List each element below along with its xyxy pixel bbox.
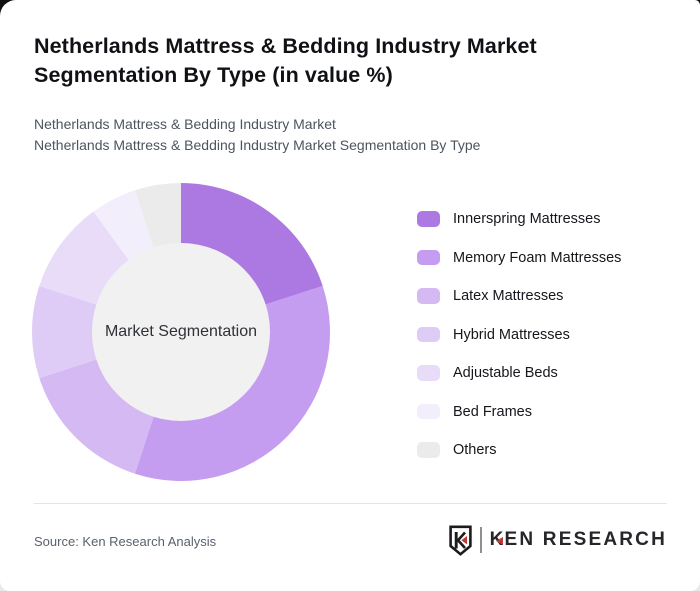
chart-legend: Innerspring Mattresses Memory Foam Mattr… [417, 211, 621, 481]
legend-item-latex-mattresses: Latex Mattresses [417, 288, 621, 304]
legend-swatch-hybrid [417, 326, 440, 343]
legend-label: Innerspring Mattresses [453, 211, 601, 227]
logo-red-triangle-icon [495, 537, 503, 545]
legend-item-innerspring-mattresses: Innerspring Mattresses [417, 211, 621, 227]
logo-separator [479, 527, 482, 553]
subtitle-line-2: Netherlands Mattress & Bedding Industry … [34, 137, 481, 153]
legend-label: Memory Foam Mattresses [453, 249, 622, 266]
chart-title: Netherlands Mattress & Bedding Industry … [34, 34, 537, 87]
ken-research-emblem-icon [448, 525, 472, 556]
donut-chart: Market Segmentation [31, 182, 331, 482]
footer-divider [34, 503, 667, 504]
legend-swatch-bed-frames [417, 403, 440, 420]
logo-brand-text: KEN RESEARCH [490, 529, 667, 551]
legend-swatch-latex [417, 288, 440, 304]
legend-swatch-adjustable-beds [417, 365, 440, 381]
subtitle-line-1: Netherlands Mattress & Bedding Industry … [34, 116, 336, 132]
legend-label: Bed Frames [453, 403, 532, 420]
legend-item-adjustable-beds: Adjustable Beds [417, 365, 621, 381]
legend-swatch-innerspring [417, 211, 440, 227]
legend-label: Others [453, 442, 497, 458]
legend-item-memory-foam-mattresses: Memory Foam Mattresses [417, 250, 621, 266]
legend-item-bed-frames: Bed Frames [417, 404, 621, 420]
legend-swatch-others [417, 442, 440, 458]
legend-swatch-memory-foam [417, 249, 440, 266]
logo-brand-rest: EN RESEARCH [504, 529, 667, 550]
legend-label: Hybrid Mattresses [453, 326, 570, 343]
chart-subtitles: Netherlands Mattress & Bedding Industry … [34, 114, 480, 156]
donut-svg [31, 183, 331, 482]
legend-label: Adjustable Beds [453, 365, 558, 381]
donut-hole [92, 243, 270, 421]
source-note: Source: Ken Research Analysis [34, 534, 217, 549]
legend-label: Latex Mattresses [453, 288, 564, 304]
legend-item-hybrid-mattresses: Hybrid Mattresses [417, 327, 621, 343]
ken-research-logo: KEN RESEARCH [448, 524, 667, 556]
legend-item-others: Others [417, 442, 621, 458]
